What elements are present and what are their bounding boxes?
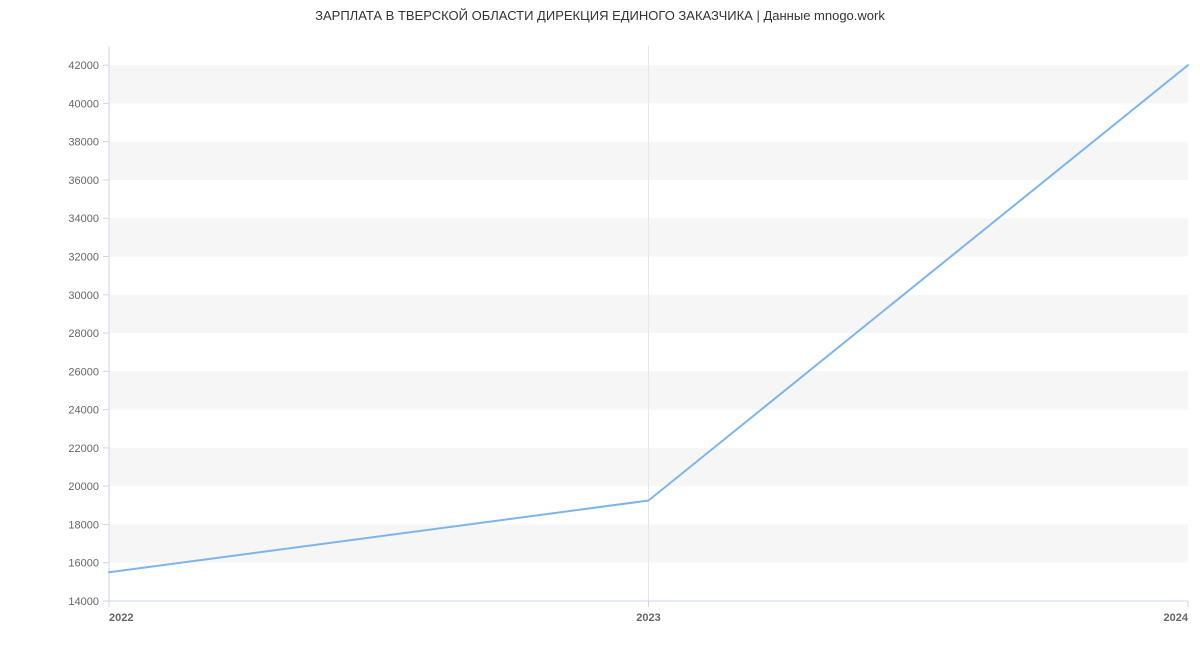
- y-tick-label: 42000: [68, 60, 99, 72]
- y-tick-label: 24000: [68, 405, 99, 417]
- chart-title: ЗАРПЛАТА В ТВЕРСКОЙ ОБЛАСТИ ДИРЕКЦИЯ ЕДИ…: [0, 8, 1200, 23]
- y-tick-label: 34000: [68, 213, 99, 225]
- x-tick-label: 2022: [109, 612, 133, 624]
- y-tick-label: 22000: [68, 443, 99, 455]
- y-tick-label: 26000: [68, 366, 99, 378]
- y-tick-label: 32000: [68, 252, 99, 264]
- y-tick-label: 14000: [68, 596, 99, 608]
- x-tick-label: 2024: [1164, 612, 1189, 624]
- x-tick-label: 2023: [636, 612, 660, 624]
- y-tick-label: 40000: [68, 98, 99, 110]
- y-tick-label: 20000: [68, 481, 99, 493]
- y-tick-label: 18000: [68, 519, 99, 531]
- y-tick-label: 16000: [68, 558, 99, 570]
- y-tick-label: 36000: [68, 175, 99, 187]
- chart-svg: 14000 16000 18000 20000 22000 24000 26000 28000…: [0, 0, 1200, 650]
- y-tick-label: 30000: [68, 290, 99, 302]
- y-tick-label: 38000: [68, 137, 99, 149]
- y-tick-label: 28000: [68, 328, 99, 340]
- salary-line-chart: ЗАРПЛАТА В ТВЕРСКОЙ ОБЛАСТИ ДИРЕКЦИЯ ЕДИ…: [0, 0, 1200, 650]
